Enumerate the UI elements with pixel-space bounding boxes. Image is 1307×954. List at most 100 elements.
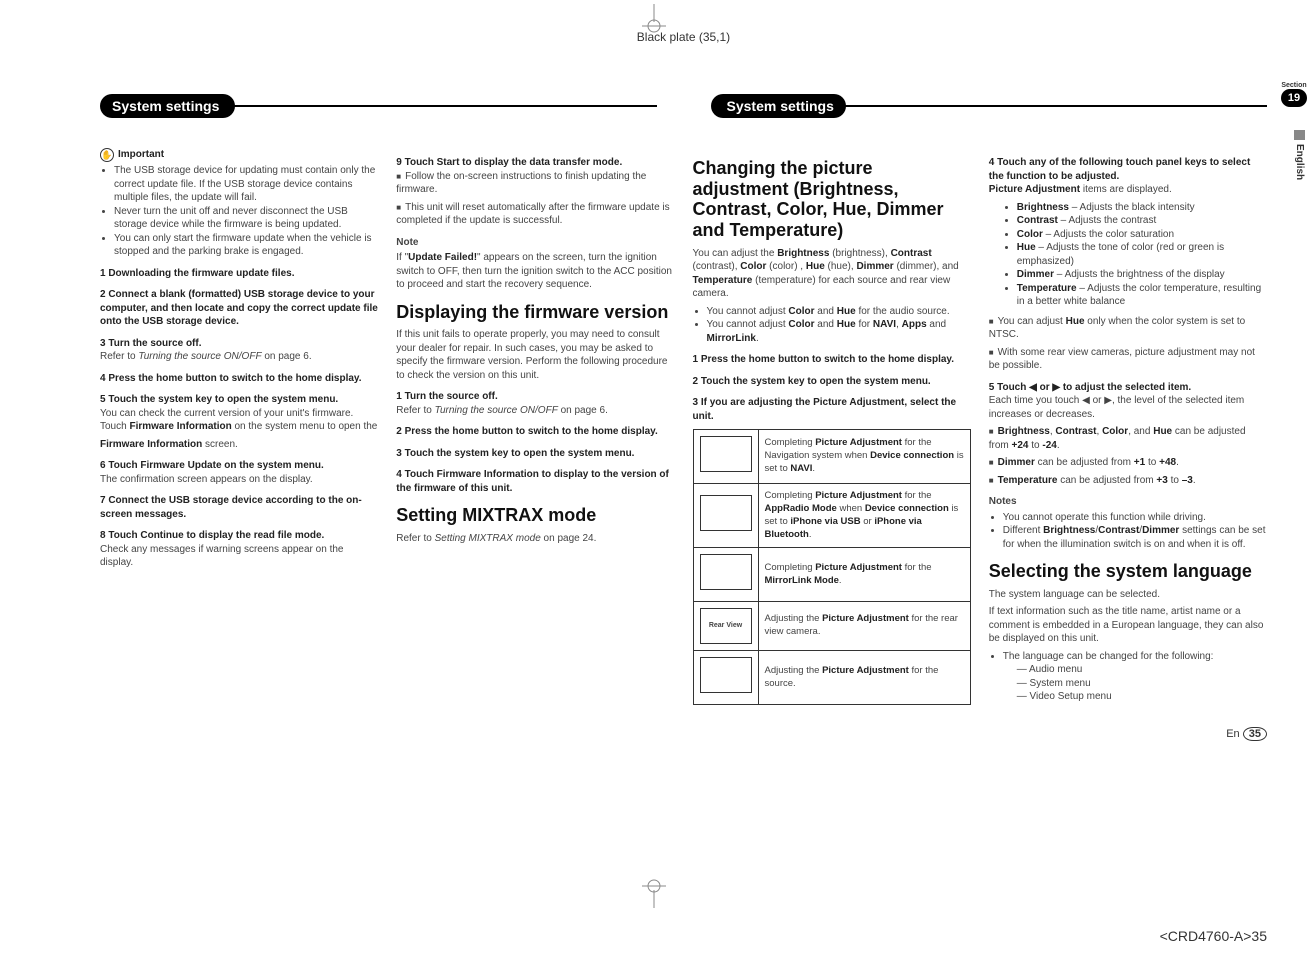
page-footer: En 35 (100, 728, 1267, 740)
column-2: 9 Touch Start to display the data transf… (396, 148, 674, 710)
c2-f4: 4 Touch Firmware Information to display … (396, 468, 674, 495)
table-row: Rear View Adjusting the Picture Adjustme… (693, 602, 970, 651)
c1-s5e: screen. (202, 439, 238, 450)
section-pill-left: System settings (100, 94, 235, 118)
c2-f1rp: on page 6. (558, 405, 608, 416)
c1-s6a: The confirmation screen appears on the d… (100, 473, 378, 487)
t2: Completing Picture Adjustment for the Ap… (758, 484, 970, 548)
c4-h-lang: Selecting the system language (989, 561, 1267, 582)
navi-icon (700, 436, 752, 472)
c3-p4: (color) , (766, 261, 805, 272)
c4-ld3: — Video Setup menu (1017, 690, 1267, 704)
c2-f3: 3 Touch the system key to open the syste… (396, 447, 674, 461)
important-item-1: The USB storage device for updating must… (114, 164, 378, 205)
c4-notes-h: Notes (989, 495, 1267, 509)
c3-h: Changing the picture adjustment (Brightn… (693, 158, 971, 241)
column-3: Changing the picture adjustment (Brightn… (693, 148, 971, 710)
important-icon: ✋ (100, 148, 114, 162)
section-badge: Section 19 (1281, 82, 1307, 107)
c2-b2: This unit will reset automatically after… (396, 202, 669, 227)
c3-ph: Hue (806, 261, 825, 272)
c4-li4: Hue – Adjusts the tone of color (red or … (1017, 241, 1267, 268)
c3-pc: Color (740, 261, 766, 272)
c3-s1: 1 Press the home button to switch to the… (693, 353, 971, 367)
c1-step5: 5 Touch the system key to open the syste… (100, 393, 378, 407)
rear-view-icon: Rear View (700, 608, 752, 644)
c2-b1: Follow the on-screen instructions to fin… (396, 171, 646, 196)
c3-s2: 2 Touch the system key to open the syste… (693, 375, 971, 389)
c4-ld1: — Audio menu (1017, 663, 1267, 677)
c4-b2: With some rear view cameras, picture adj… (989, 347, 1255, 372)
c4-li5: Dimmer – Adjusts the brightness of the d… (1017, 268, 1267, 282)
black-plate-label: Black plate (35,1) (100, 30, 1267, 44)
t3: Completing Picture Adjustment for the Mi… (758, 548, 970, 602)
c2-note-b: Update Failed! (408, 252, 477, 263)
c4-s4b: items are displayed. (1080, 184, 1172, 195)
c1-s3-ref-p: on page 6. (262, 351, 312, 362)
c2-step9: 9 Touch Start to display the data transf… (396, 156, 674, 170)
table-row: Completing Picture Adjustment for the Mi… (693, 548, 970, 602)
c3-pd: Dimmer (856, 261, 893, 272)
c3-pb1: Brightness (777, 248, 829, 259)
adjustment-table: Completing Picture Adjustment for the Na… (693, 429, 971, 705)
section-number: 19 (1281, 89, 1307, 107)
c4-li1: Brightness – Adjusts the black intensity (1017, 201, 1267, 215)
t4: Adjusting the Picture Adjustment for the… (758, 602, 970, 651)
c3-p6: (dimmer), and (894, 261, 959, 272)
c1-step7: 7 Connect the USB storage device accordi… (100, 494, 378, 521)
important-item-2: Never turn the unit off and never discon… (114, 205, 378, 232)
c2-mixr: Refer to (396, 533, 434, 544)
page-number: 35 (1243, 727, 1267, 741)
c2-f1r: Refer to (396, 405, 434, 416)
c2-h-mix: Setting MIXTRAX mode (396, 505, 674, 526)
mirrorlink-icon (700, 554, 752, 590)
c2-note-head: Note (396, 236, 674, 250)
c4-li3: Color – Adjusts the color saturation (1017, 228, 1267, 242)
c4-n2: Different Brightness/Contrast/Dimmer set… (1003, 524, 1267, 551)
document-id: <CRD4760-A>35 (1160, 928, 1267, 944)
c3-p0: You can adjust the (693, 248, 778, 259)
section-label: Section (1281, 82, 1307, 89)
appradio-icon (700, 495, 752, 531)
c1-s3-ref-i: Turning the source ON/OFF (138, 351, 261, 362)
c3-pt: Temperature (693, 275, 753, 286)
c1-s3-ref: Refer to (100, 351, 138, 362)
c4-lu1: The language can be changed for the foll… (1003, 650, 1267, 704)
header-rule-2 (840, 105, 1267, 107)
important-item-3: You can only start the firmware update w… (114, 232, 378, 259)
section-pill-right: System settings (711, 94, 846, 118)
c4-s5: 5 Touch ◀ or ▶ to adjust the selected it… (989, 381, 1267, 395)
c3-p5: (hue), (825, 261, 857, 272)
c2-fw-p: If this unit fails to operate properly, … (396, 328, 674, 382)
c3-pb2: Contrast (891, 248, 932, 259)
c2-f2: 2 Press the home button to switch to the… (396, 425, 674, 439)
header-rule-1 (229, 105, 656, 107)
t1: Completing Picture Adjustment for the Na… (758, 430, 970, 484)
c4-li6: Temperature – Adjusts the color temperat… (1017, 282, 1267, 309)
c4-li2: Contrast – Adjusts the contrast (1017, 214, 1267, 228)
table-row: Completing Picture Adjustment for the Ap… (693, 484, 970, 548)
column-4: 4 Touch any of the following touch panel… (989, 148, 1267, 710)
c3-u2: You cannot adjust Color and Hue for NAVI… (707, 318, 971, 345)
c4-s5a: Each time you touch ◀ or ▶, the level of… (989, 394, 1267, 421)
c1-s5b: Firmware Information (129, 421, 231, 432)
source-icon (700, 657, 752, 693)
c1-step2: 2 Connect a blank (formatted) USB storag… (100, 288, 378, 329)
c3-p2: (brightness), (829, 248, 890, 259)
c1-s8a: Check any messages if warning screens ap… (100, 543, 378, 570)
c4-b1b: Hue (1066, 316, 1085, 327)
c4-s4a: Picture Adjustment (989, 184, 1080, 195)
c3-s3: 3 If you are adjusting the Picture Adjus… (693, 396, 971, 423)
c3-p3: (contrast), (693, 261, 741, 272)
lang-code: En (1226, 728, 1239, 740)
c2-mixi: Setting MIXTRAX mode (435, 533, 541, 544)
t5: Adjusting the Picture Adjustment for the… (758, 651, 970, 705)
c4-b1a: You can adjust (998, 316, 1066, 327)
c2-f1ri: Turning the source ON/OFF (435, 405, 558, 416)
language-tab: English (1294, 130, 1305, 180)
c1-step6: 6 Touch Firmware Update on the system me… (100, 459, 378, 473)
c4-ld2: — System menu (1017, 677, 1267, 691)
c1-step4: 4 Press the home button to switch to the… (100, 372, 378, 386)
c4-lp1: The system language can be selected. (989, 588, 1267, 602)
c2-note-a: If " (396, 252, 408, 263)
